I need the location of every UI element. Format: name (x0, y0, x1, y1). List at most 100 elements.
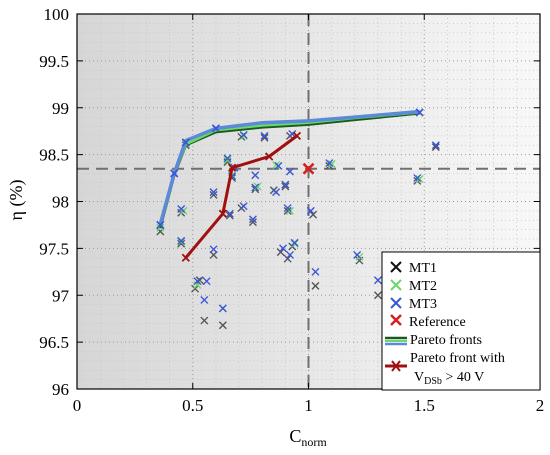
pareto-vdsb-point (181, 253, 190, 262)
legend-item-pareto-fronts: Pareto fronts (385, 333, 482, 348)
point-mt1 (260, 133, 269, 142)
legend-label-mt2: MT2 (409, 279, 437, 294)
pareto-front-line-pareto_light (158, 109, 420, 225)
legend-label-mt3: MT3 (409, 297, 437, 312)
pareto-front-point (415, 108, 424, 117)
point-mt2 (272, 160, 281, 169)
y-tick-label: 98.5 (39, 146, 69, 165)
point-mt3 (209, 188, 218, 197)
pareto-vdsb-point (292, 131, 302, 141)
point-mt3 (251, 171, 260, 180)
point-mt3 (283, 204, 292, 213)
y-tick-label: 98 (52, 193, 69, 212)
series-pareto-vdsb (181, 131, 302, 262)
point-mt1 (225, 211, 234, 220)
mt2-marker-icon (390, 279, 402, 291)
point-mt3 (177, 236, 186, 245)
pareto-vdsb-point (218, 209, 227, 218)
legend-item-reference: Reference (390, 314, 466, 330)
point-mt3 (251, 183, 260, 192)
point-mt1 (248, 218, 257, 227)
series-layer (156, 108, 440, 330)
point-mt3 (311, 267, 320, 276)
reference-point (302, 162, 315, 175)
point-mt1 (311, 281, 320, 290)
point-mt3 (225, 209, 234, 218)
pareto-vdsb-point (227, 163, 237, 172)
point-mt3 (209, 245, 218, 254)
y-tick-label: 100 (44, 5, 70, 24)
x-axis-label: Cnorm (289, 426, 327, 449)
pareto-fronts-line-icon (385, 336, 407, 346)
legend-label-mt1: MT1 (409, 261, 437, 276)
x-tick-label: 0 (73, 396, 82, 415)
y-tick-label: 99 (52, 99, 69, 118)
pareto-front-point (211, 124, 220, 133)
point-mt1 (283, 254, 292, 263)
legend-label-pareto-vdsb-line1: Pareto front with (410, 351, 505, 366)
reference-marker-icon (390, 314, 402, 326)
point-mt3 (202, 277, 211, 286)
x-tick-label: 1.5 (414, 396, 435, 415)
legend-label-pareto-vdsb-line2: VDSb > 40 V (414, 370, 484, 387)
point-mt3 (290, 238, 299, 247)
point-mt2 (223, 156, 232, 165)
legend-item-pareto-vdsb: Pareto front with VDSb > 40 V (385, 351, 505, 387)
point-mt3 (239, 202, 248, 211)
point-mt3 (285, 167, 294, 176)
point-mt3 (413, 174, 422, 183)
point-mt1 (283, 206, 292, 215)
point-mt1 (200, 316, 209, 325)
point-mt3 (325, 159, 334, 168)
point-mt3 (285, 250, 294, 259)
point-mt3 (274, 161, 283, 170)
point-mt1 (209, 190, 218, 199)
series-pareto-fronts (156, 108, 424, 230)
point-mt3 (279, 244, 288, 253)
point-mt1 (177, 239, 186, 248)
pareto-front-point (156, 220, 165, 230)
point-mt3 (223, 154, 232, 163)
point-mt3 (218, 304, 227, 313)
point-mt1 (373, 291, 382, 300)
point-mt3 (281, 180, 290, 189)
pareto-vdsb-point (265, 152, 274, 161)
point-mt3 (260, 131, 269, 140)
point-mt3 (353, 250, 362, 259)
axis-ticks: 0 0.5 1 1.5 2 96 96.5 97 97.5 98 98.5 99 99.5 100 (39, 5, 544, 415)
y-tick-label: 96 (52, 380, 69, 399)
y-axis-label: η (%) (6, 180, 27, 221)
pareto-front-point (181, 138, 190, 147)
series-reference (302, 162, 315, 175)
x-tick-label: 1 (304, 396, 313, 415)
point-mt3 (272, 188, 281, 197)
legend-box (381, 251, 541, 391)
legend-item-mt3: MT3 (390, 297, 437, 312)
point-mt1 (191, 284, 200, 293)
point-mt3 (373, 276, 382, 285)
point-mt3 (200, 295, 209, 304)
point-mt1 (281, 182, 290, 191)
mt1-marker-icon (390, 261, 402, 273)
point-mt3 (239, 130, 248, 139)
point-mt3 (306, 206, 315, 215)
point-mt1 (309, 210, 318, 219)
legend: MT1 MT2 MT3 Reference Pareto fronts (381, 251, 541, 391)
y-tick-label: 97 (52, 286, 70, 305)
legend-item-mt1: MT1 (390, 261, 437, 276)
legend-item-mt2: MT2 (390, 279, 437, 294)
mt3-marker-icon (390, 297, 402, 309)
point-mt1 (431, 143, 440, 152)
pareto-vdsb-line-icon (385, 360, 407, 372)
pareto-front-point (170, 169, 179, 178)
point-mt3 (177, 205, 186, 213)
legend-label-pareto-fronts: Pareto fronts (410, 333, 482, 348)
point-mt3 (193, 277, 202, 286)
point-mt1 (218, 321, 227, 330)
point-mt3 (431, 141, 440, 150)
y-tick-label: 97.5 (39, 239, 69, 258)
point-mt2 (415, 175, 424, 183)
y-tick-label: 99.5 (39, 52, 69, 71)
point-mt3 (248, 215, 257, 224)
